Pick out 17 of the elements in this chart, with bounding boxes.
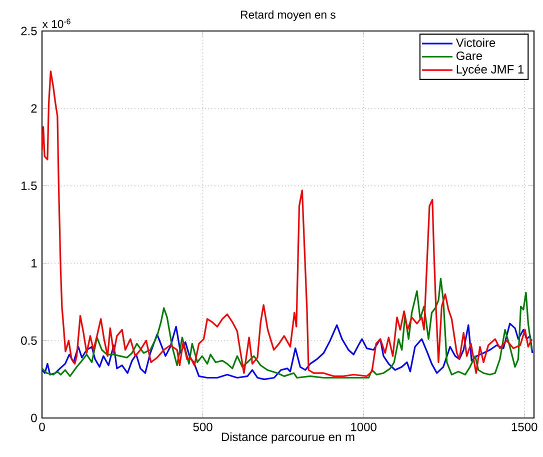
y-tick-label: 2.5: [21, 26, 37, 36]
x-tick-label: 500: [193, 422, 212, 432]
y-tick-label: 1: [32, 259, 37, 268]
y-tick-label: 1.5: [22, 182, 37, 190]
x-tick-label: 1500: [512, 422, 538, 432]
legend-label: Lycée JMF 1: [456, 64, 524, 76]
x-tick-label: 0: [39, 422, 45, 432]
y-tick-label: 2: [31, 104, 37, 113]
x-tick-label: 1000: [351, 422, 376, 432]
line-series: [42, 322, 534, 380]
chart-title: Retard moyen en s: [241, 10, 336, 21]
x-axis-title: Distance parcourue en m: [222, 432, 354, 444]
legend-label: Victoire: [456, 38, 496, 48]
legend-label: Gare: [456, 52, 482, 60]
y-tick-label: 0.5: [21, 336, 37, 345]
text: x 10$^{-6}$: [42, 18, 70, 28]
y-tick-label: 0: [31, 414, 37, 422]
